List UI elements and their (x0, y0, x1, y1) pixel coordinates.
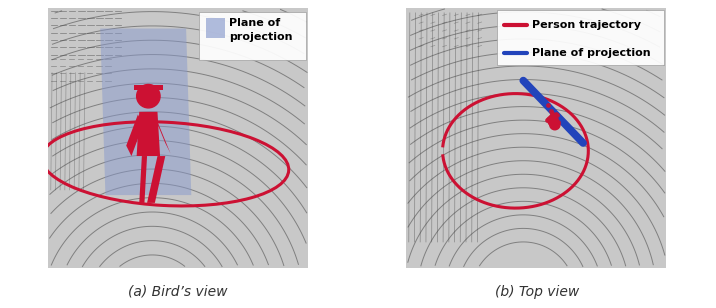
Polygon shape (137, 112, 160, 156)
Point (551, 119, 562, 124)
Point (543, 115, 554, 120)
Point (551, 112, 563, 117)
Point (542, 117, 553, 122)
Point (546, 108, 557, 113)
Text: Person trajectory: Person trajectory (533, 20, 642, 30)
Text: Plane of projection: Plane of projection (533, 48, 651, 58)
Point (548, 117, 559, 122)
Bar (199, 12, 306, 60)
Point (542, 102, 553, 107)
Text: (a) Bird’s view: (a) Bird’s view (128, 285, 227, 299)
Point (548, 112, 560, 117)
Bar (497, 10, 664, 65)
Circle shape (548, 116, 558, 126)
Polygon shape (100, 29, 191, 195)
Circle shape (549, 115, 556, 122)
Polygon shape (139, 156, 147, 203)
Circle shape (137, 84, 160, 108)
Point (546, 112, 558, 117)
Polygon shape (147, 156, 165, 203)
Point (546, 119, 557, 124)
Polygon shape (126, 114, 143, 156)
Polygon shape (153, 114, 170, 153)
Point (550, 111, 561, 116)
Bar (134, 85, 163, 90)
Text: projection: projection (229, 32, 293, 43)
Point (546, 111, 557, 116)
Point (552, 120, 563, 124)
Bar (205, 18, 225, 38)
Point (542, 117, 553, 122)
Text: Plane of: Plane of (229, 18, 280, 28)
Text: (b) Top view: (b) Top view (495, 285, 579, 299)
Circle shape (550, 120, 560, 130)
Point (551, 116, 562, 121)
